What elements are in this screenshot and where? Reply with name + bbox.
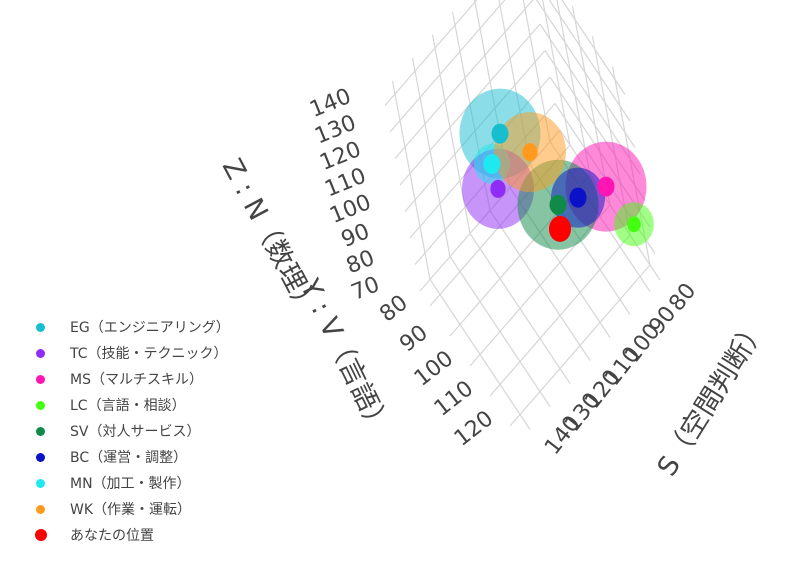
legend-label: TC（技能・テクニック） — [70, 346, 228, 362]
legend-marker-icon — [36, 400, 45, 410]
gridline-z — [548, 0, 631, 122]
data-point[interactable] — [548, 215, 572, 242]
legend-label: EG（エンジニアリング） — [70, 320, 230, 336]
legend-label: BC（運営・調整） — [70, 450, 188, 466]
legend-item[interactable]: TC（技能・テクニック） — [36, 340, 230, 366]
y-tick-label: 90 — [395, 320, 432, 357]
legend-item[interactable]: WK（作業・運転） — [36, 496, 230, 522]
bubbles — [459, 88, 654, 250]
gridline-y — [489, 234, 631, 397]
data-point[interactable] — [597, 176, 615, 197]
legend: EG（エンジニアリング） TC（技能・テクニック） MS（マルチスキル） LC（言語・… — [35, 314, 230, 548]
legend-marker-icon — [36, 478, 45, 488]
legend-marker-icon — [36, 374, 45, 384]
gridline-y — [556, 0, 591, 176]
legend-marker-icon — [35, 529, 47, 541]
gridline-z — [389, 0, 506, 133]
data-point[interactable] — [627, 216, 641, 233]
legend-label: WK（作業・運転） — [70, 502, 192, 518]
gridline-y — [509, 264, 651, 427]
legend-label: SV（対人サービス） — [70, 424, 201, 440]
gridline-x — [411, 57, 451, 257]
x-axis-title: S（空間判断） — [652, 313, 773, 481]
gridline-z — [535, 0, 636, 148]
legend-marker-icon — [36, 322, 45, 332]
gridline-y — [542, 0, 571, 146]
data-point[interactable] — [549, 194, 567, 215]
legend-item[interactable]: BC（運営・調整） — [36, 444, 230, 470]
legend-label: MN（加工・製作） — [70, 476, 191, 492]
data-point[interactable] — [483, 154, 501, 174]
legend-item[interactable]: SV（対人サービス） — [36, 418, 230, 444]
legend-marker-icon — [36, 348, 45, 358]
y-axis-title: Y : V（言語） — [293, 274, 395, 441]
gridline-x — [391, 80, 431, 280]
data-point[interactable] — [491, 123, 509, 144]
gridline-z — [394, 0, 534, 159]
legend-item[interactable]: MS（マルチスキル） — [36, 366, 230, 392]
legend-marker-icon — [36, 504, 45, 514]
data-point[interactable] — [522, 143, 538, 162]
legend-label: あなたの位置 — [70, 528, 154, 544]
legend-item[interactable]: EG（エンジニアリング） — [36, 314, 230, 340]
legend-marker-icon — [36, 452, 45, 462]
legend-label: LC（言語・相談） — [70, 398, 186, 414]
data-point[interactable] — [569, 187, 587, 208]
legend-item[interactable]: MN（加工・製作） — [36, 470, 230, 496]
y-tick-label: 120 — [450, 406, 498, 452]
legend-marker-icon — [36, 426, 45, 436]
data-point[interactable] — [490, 179, 506, 198]
legend-label: MS（マルチスキル） — [70, 372, 203, 388]
gridline-z — [384, 0, 478, 106]
gridline-z — [561, 0, 626, 95]
legend-item[interactable]: LC（言語・相談） — [36, 392, 230, 418]
legend-item[interactable]: あなたの位置 — [35, 522, 230, 548]
gridline-x — [522, 0, 551, 142]
